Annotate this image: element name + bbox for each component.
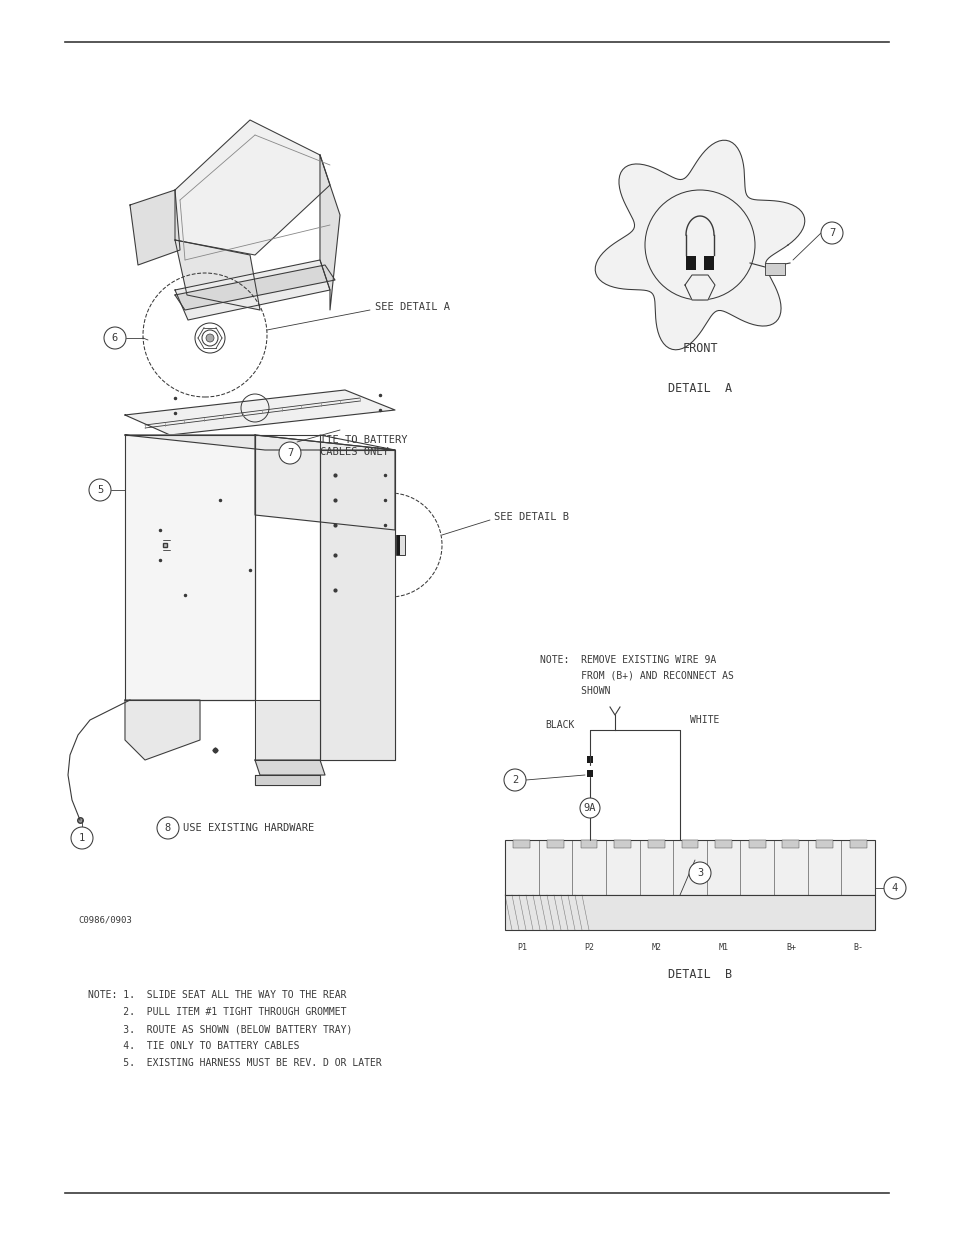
Text: 7: 7 [828, 228, 834, 238]
Bar [748, 840, 765, 848]
Text: 5.  EXISTING HARNESS MUST BE REV. D OR LATER: 5. EXISTING HARNESS MUST BE REV. D OR LA… [88, 1058, 381, 1068]
Circle shape [89, 479, 111, 501]
Polygon shape [684, 275, 714, 300]
Polygon shape [174, 240, 260, 310]
Bar [614, 840, 631, 848]
Bar [715, 840, 731, 848]
Bar [580, 840, 597, 848]
Polygon shape [254, 776, 319, 785]
Circle shape [579, 798, 599, 818]
Bar [379, 535, 388, 555]
Polygon shape [125, 390, 395, 435]
Text: M1: M1 [718, 944, 728, 952]
Text: M2: M2 [651, 944, 660, 952]
Text: P1: P1 [517, 944, 526, 952]
Text: SEE DETAIL A: SEE DETAIL A [375, 303, 450, 312]
Bar [815, 840, 832, 848]
Text: 4: 4 [891, 883, 897, 893]
Polygon shape [174, 261, 330, 320]
Polygon shape [125, 435, 395, 450]
Text: USE EXISTING HARDWARE: USE EXISTING HARDWARE [183, 823, 314, 832]
Text: BLACK: BLACK [544, 720, 574, 730]
Polygon shape [254, 700, 319, 760]
Bar [392, 535, 399, 555]
Polygon shape [125, 435, 254, 700]
Text: CABLES ONLY: CABLES ONLY [319, 447, 388, 457]
Text: 1: 1 [79, 832, 85, 844]
Polygon shape [254, 435, 395, 530]
Text: NOTE: 1.  SLIDE SEAT ALL THE WAY TO THE REAR: NOTE: 1. SLIDE SEAT ALL THE WAY TO THE R… [88, 990, 346, 1000]
Polygon shape [595, 141, 804, 350]
Circle shape [278, 442, 301, 464]
Text: DETAIL  A: DETAIL A [667, 382, 731, 394]
Circle shape [688, 862, 710, 884]
Text: B+: B+ [785, 944, 795, 952]
Text: C0986/0903: C0986/0903 [78, 915, 132, 925]
Bar [647, 840, 664, 848]
Text: 2.  PULL ITEM #1 TIGHT THROUGH GROMMET: 2. PULL ITEM #1 TIGHT THROUGH GROMMET [88, 1007, 346, 1016]
Polygon shape [174, 120, 330, 254]
Text: NOTE:  REMOVE EXISTING WIRE 9A
       FROM (B+) AND RECONNECT AS
       SHOWN: NOTE: REMOVE EXISTING WIRE 9A FROM (B+) … [539, 655, 733, 697]
Text: P2: P2 [583, 944, 594, 952]
Bar [504, 840, 874, 895]
Bar [685, 256, 696, 270]
Polygon shape [174, 266, 335, 310]
Circle shape [503, 769, 525, 790]
Circle shape [883, 877, 905, 899]
Bar [764, 263, 784, 275]
Polygon shape [319, 450, 395, 760]
Text: TIE TO BATTERY: TIE TO BATTERY [319, 435, 407, 445]
Text: SEE DETAIL B: SEE DETAIL B [494, 513, 568, 522]
Text: 4.  TIE ONLY TO BATTERY CABLES: 4. TIE ONLY TO BATTERY CABLES [88, 1041, 299, 1051]
Text: 8: 8 [165, 823, 171, 832]
Bar [375, 535, 405, 555]
Polygon shape [319, 156, 339, 310]
Bar [586, 756, 593, 763]
Bar [513, 840, 530, 848]
Text: 3: 3 [696, 868, 702, 878]
Bar [504, 895, 874, 930]
Polygon shape [254, 760, 325, 776]
Text: DETAIL  B: DETAIL B [667, 968, 731, 982]
Text: 5: 5 [97, 485, 103, 495]
Bar [546, 840, 563, 848]
Text: WHITE: WHITE [689, 715, 719, 725]
Bar [849, 840, 865, 848]
Circle shape [157, 818, 179, 839]
Polygon shape [130, 190, 180, 266]
Text: 2: 2 [512, 776, 517, 785]
Circle shape [206, 333, 213, 342]
Text: 9A: 9A [583, 803, 596, 813]
Text: 3.  ROUTE AS SHOWN (BELOW BATTERY TRAY): 3. ROUTE AS SHOWN (BELOW BATTERY TRAY) [88, 1024, 352, 1034]
Circle shape [821, 222, 842, 245]
Circle shape [71, 827, 92, 848]
Text: 7: 7 [287, 448, 293, 458]
Polygon shape [125, 700, 200, 760]
Text: B-: B- [852, 944, 862, 952]
Bar [781, 840, 799, 848]
Circle shape [104, 327, 126, 350]
Bar [703, 256, 713, 270]
Text: FRONT: FRONT [681, 342, 717, 354]
Bar [680, 840, 698, 848]
Text: 6: 6 [112, 333, 118, 343]
Bar [586, 769, 593, 777]
